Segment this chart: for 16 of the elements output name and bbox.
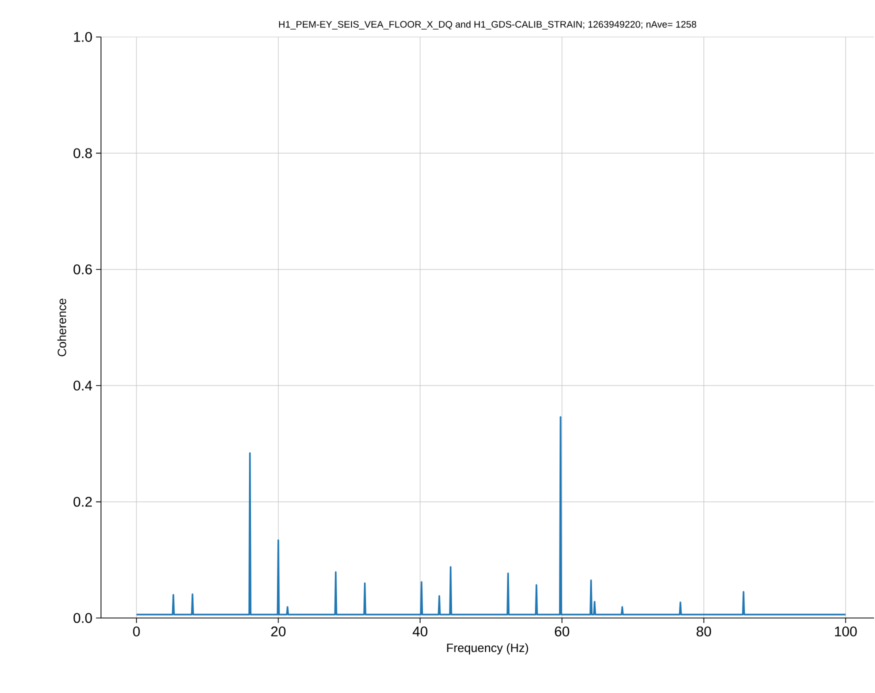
x-tick-label: 60 bbox=[554, 626, 570, 636]
y-tick-label: 0.2 bbox=[74, 496, 92, 507]
y-tick-label: 1.0 bbox=[74, 32, 92, 42]
y-axis-title: Coherence bbox=[57, 298, 66, 356]
y-tick-label: 0.4 bbox=[74, 380, 92, 391]
x-tick-label: 80 bbox=[696, 626, 712, 636]
y-tick-label: 0.0 bbox=[74, 613, 92, 623]
y-tick-label: 0.8 bbox=[74, 148, 92, 158]
y-tick-label: 0.6 bbox=[74, 264, 92, 274]
x-tick-label: 20 bbox=[271, 626, 286, 636]
line-series bbox=[136, 416, 846, 616]
chart-title: H1_PEM-EY_SEIS_VEA_FLOOR_X_DQ and H1_GDS-CALIB_STRAIN; 1263949220; nAve= 1258 bbox=[279, 20, 696, 30]
x-tick-label: 100 bbox=[835, 626, 857, 636]
x-axis-title: Frequency (Hz) bbox=[447, 643, 528, 654]
x-tick-label: 0 bbox=[133, 626, 140, 636]
x-tick-label: 40 bbox=[412, 626, 428, 636]
